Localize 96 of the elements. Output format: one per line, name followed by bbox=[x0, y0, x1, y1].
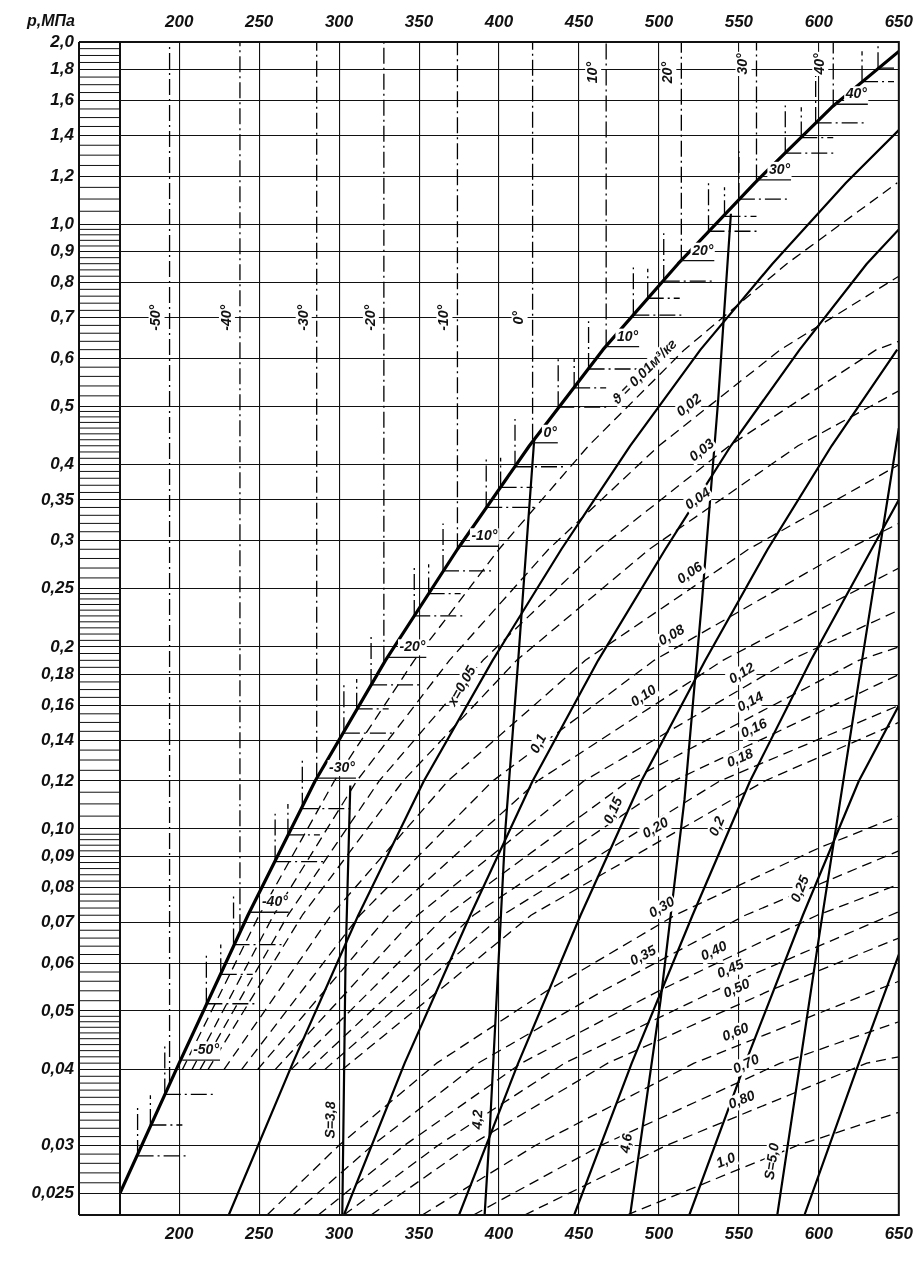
annotation: -50° bbox=[147, 304, 164, 331]
y-tick-label: 1,6 bbox=[50, 90, 75, 110]
y-tick-label: 2,0 bbox=[49, 31, 75, 51]
x-tick-label: 600 bbox=[804, 1223, 834, 1243]
x-tick-label: 400 bbox=[483, 1223, 514, 1243]
annotation: 4,6 bbox=[616, 1132, 636, 1155]
annotation: -40° bbox=[217, 304, 234, 331]
y-tick-label: 0,7 bbox=[50, 307, 76, 327]
x2-tick-label: 400 bbox=[483, 12, 514, 32]
annotation: 20° bbox=[659, 61, 676, 85]
annotation: 1,0 bbox=[713, 1148, 738, 1171]
x2-tick-label: 200 bbox=[163, 12, 194, 32]
y-tick-label: 0,6 bbox=[50, 347, 75, 367]
y-tick-label: 0,03 bbox=[40, 1134, 75, 1154]
x2-tick-label: 450 bbox=[563, 12, 594, 32]
x-tick-label: 250 bbox=[243, 1223, 274, 1243]
y-tick-label: 0,5 bbox=[50, 395, 75, 415]
annotation: 10° bbox=[584, 61, 601, 84]
annotation: -40° bbox=[261, 893, 289, 910]
y-tick-label: 0,3 bbox=[50, 530, 75, 550]
annotation: 30° bbox=[734, 52, 751, 75]
annotation: 0,20 bbox=[639, 813, 672, 842]
annotation: 0,1 bbox=[526, 730, 550, 756]
annotation: -20° bbox=[361, 304, 378, 331]
annotation: 0,02 bbox=[672, 389, 705, 420]
y-tick-label: 0,08 bbox=[40, 877, 75, 897]
annotation: 4,2 bbox=[468, 1109, 486, 1131]
annotation: 0,10 bbox=[627, 681, 660, 710]
annotation: 0,35 bbox=[626, 941, 659, 969]
x2-tick-label: 250 bbox=[243, 12, 274, 32]
annotation: 10° bbox=[616, 327, 639, 344]
annotation: 0,06 bbox=[673, 557, 706, 587]
y-tick-label: 0,09 bbox=[40, 846, 75, 866]
y-tick-label: 0,4 bbox=[50, 454, 75, 474]
annotation: 0,25 bbox=[786, 872, 813, 905]
y-tick-label: 1,0 bbox=[50, 213, 75, 233]
annotation: -50° bbox=[193, 1041, 220, 1058]
annotation: -10° bbox=[435, 304, 452, 331]
x-tick-label: 500 bbox=[644, 1223, 674, 1243]
x-tick-label: 550 bbox=[724, 1223, 754, 1243]
y-tick-label: 0,8 bbox=[50, 272, 75, 292]
annotation: 0,60 bbox=[719, 1018, 752, 1044]
annotation: 0,80 bbox=[725, 1086, 758, 1112]
x-tick-label: 650 bbox=[884, 1223, 914, 1243]
y-tick-label: 0,06 bbox=[40, 952, 75, 972]
y-axis-title: p,МПа bbox=[26, 12, 76, 29]
x2-tick-label: 550 bbox=[724, 12, 754, 32]
y-tick-label: 0,16 bbox=[40, 695, 75, 715]
annotation: 0,14 bbox=[734, 687, 766, 715]
annotation: 0,04 bbox=[681, 483, 714, 513]
annotation: 0,15 bbox=[599, 794, 626, 826]
y-tick-label: 0,18 bbox=[40, 664, 75, 684]
y-tick-label: 1,4 bbox=[50, 125, 75, 145]
annotation: -30° bbox=[329, 758, 356, 775]
y-tick-label: 0,04 bbox=[40, 1059, 75, 1079]
x-tick-label: 200 bbox=[163, 1223, 194, 1243]
x2-tick-label: 500 bbox=[644, 12, 674, 32]
annotation: 40° bbox=[811, 52, 828, 76]
annotation: -30° bbox=[294, 304, 311, 331]
annotation: 0,03 bbox=[685, 434, 718, 465]
annotation: 0,16 bbox=[737, 714, 770, 741]
annotation: 0,2 bbox=[705, 813, 728, 839]
annotation: 30° bbox=[768, 160, 791, 177]
y-tick-label: 0,025 bbox=[31, 1182, 75, 1202]
y-tick-label: 0,14 bbox=[40, 730, 75, 750]
x-tick-label: 450 bbox=[563, 1223, 594, 1243]
x2-tick-label: 350 bbox=[404, 12, 434, 32]
y-tick-label: 0,9 bbox=[50, 241, 75, 261]
y-tick-label: 0,07 bbox=[40, 912, 76, 932]
x2-tick-label: 300 bbox=[324, 12, 354, 32]
annotation: 0,70 bbox=[730, 1050, 762, 1077]
annotation: S=5,0 bbox=[760, 1141, 782, 1181]
annotation: 0,40 bbox=[697, 937, 730, 964]
y-tick-label: 0,12 bbox=[40, 770, 75, 790]
x-tick-label: 350 bbox=[404, 1223, 434, 1243]
y-tick-label: 1,2 bbox=[50, 165, 75, 185]
annotation: S=3,8 bbox=[321, 1101, 338, 1139]
annotation: 0,08 bbox=[655, 620, 688, 649]
annotation: 0,12 bbox=[725, 658, 758, 687]
annotation: 0° bbox=[510, 310, 527, 325]
annotation: 40° bbox=[844, 85, 868, 102]
annotation: 0,18 bbox=[724, 744, 756, 770]
y-tick-label: 0,2 bbox=[50, 636, 75, 656]
y-tick-label: 0,25 bbox=[40, 577, 75, 597]
y-tick-label: 0,10 bbox=[40, 818, 75, 838]
annotation: -10° bbox=[471, 527, 498, 544]
x-tick-label: 300 bbox=[324, 1223, 354, 1243]
y-tick-label: 0,05 bbox=[40, 1000, 75, 1020]
annotation: 0,30 bbox=[645, 892, 678, 921]
annotation: -20° bbox=[399, 638, 426, 655]
annotation: 20° bbox=[691, 241, 714, 258]
x2-tick-label: 650 bbox=[884, 12, 914, 32]
y-tick-label: 1,8 bbox=[50, 59, 75, 79]
annotation: 0° bbox=[543, 423, 558, 440]
y-tick-label: 0,35 bbox=[40, 489, 75, 509]
x2-tick-label: 600 bbox=[804, 12, 834, 32]
